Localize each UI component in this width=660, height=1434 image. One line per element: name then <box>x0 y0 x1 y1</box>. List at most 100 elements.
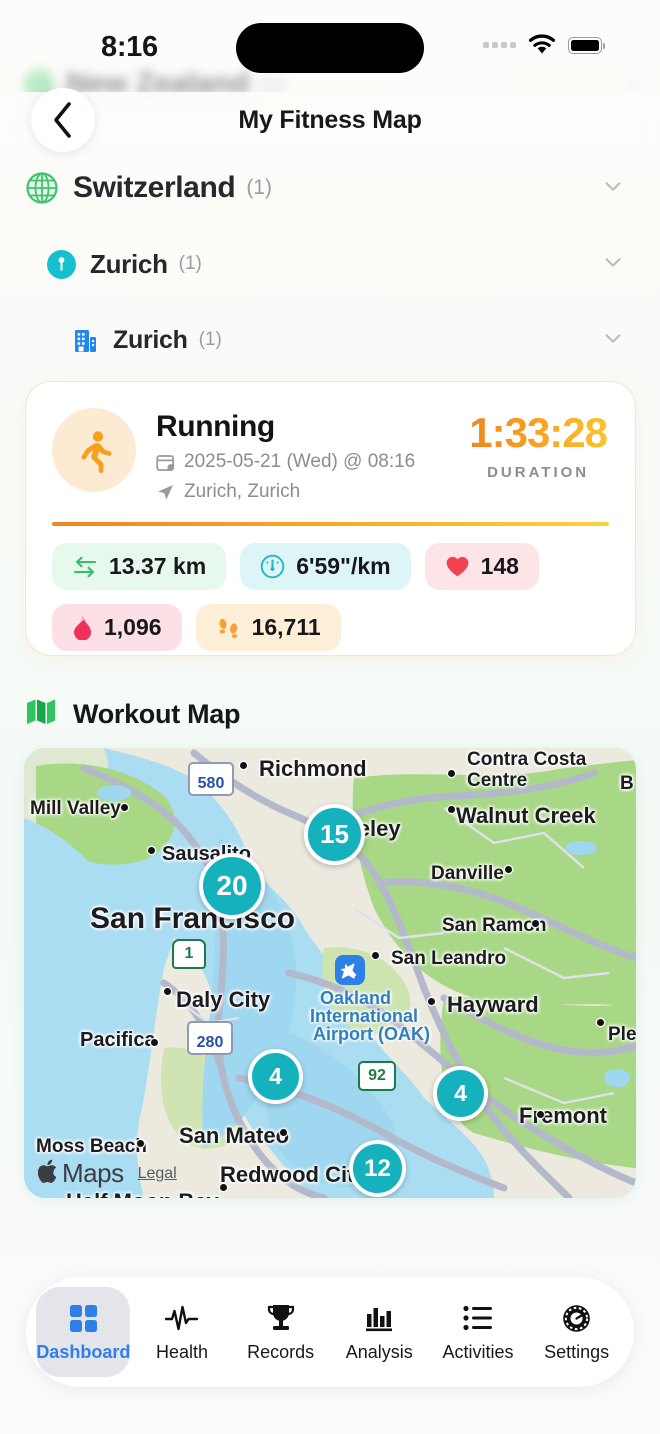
tab-label-dashboard: Dashboard <box>36 1342 131 1362</box>
building-icon <box>72 327 99 354</box>
map-label: Pacifica <box>80 1029 156 1051</box>
globe-icon <box>24 170 60 206</box>
tree-row-region[interactable]: Zurich (1) <box>0 226 660 302</box>
map-dot-pacifica <box>151 1039 158 1046</box>
workout-metric-chips: 13.37 km 6'59"/km 148 <box>26 526 635 651</box>
map-label: Half Moon Bay <box>66 1189 219 1198</box>
map-cluster-marker[interactable]: 15 <box>304 804 365 865</box>
map-dot-contra-costa <box>448 770 455 777</box>
battery-full-icon <box>568 36 605 54</box>
tab-health[interactable]: Health <box>135 1287 229 1377</box>
workout-card-header: Running 2025-05-21 (Wed) @ 08:16 <box>26 382 635 503</box>
tab-label-settings: Settings <box>544 1342 610 1362</box>
workout-date: 2025-05-21 (Wed) @ 08:16 <box>184 451 416 472</box>
tab-label-analysis: Analysis <box>345 1342 413 1362</box>
metric-chip-pace[interactable]: 6'59"/km <box>240 543 411 590</box>
tree-label-region: Zurich <box>90 248 168 279</box>
tab-activities[interactable]: Activities <box>431 1287 525 1377</box>
chevron-down-icon[interactable] <box>602 251 624 278</box>
tab-analysis[interactable]: Analysis <box>332 1287 426 1377</box>
map-label: Centre <box>467 770 528 791</box>
map-label: Contra Costa <box>467 749 587 770</box>
back-button[interactable] <box>31 88 95 152</box>
metric-value-distance: 13.37 km <box>109 553 207 579</box>
map-dot-sausalito <box>148 847 155 854</box>
map-cluster-marker[interactable]: 20 <box>199 853 265 919</box>
workout-map[interactable]: Richmond Contra Costa Centre B Mill Valley Wa… <box>24 748 636 1198</box>
highway-shield-580: 580 <box>188 762 234 796</box>
metric-chip-heart-rate[interactable]: 148 <box>424 543 539 590</box>
airplane-icon <box>335 955 365 985</box>
grid-dashboard-icon <box>68 1301 99 1335</box>
map-label: San Francisco <box>90 902 296 935</box>
map-cluster-marker[interactable]: 4 <box>433 1066 488 1121</box>
map-dot-pleasanton <box>597 1019 604 1026</box>
workout-card[interactable]: Running 2025-05-21 (Wed) @ 08:16 <box>25 381 636 656</box>
map-folded-icon <box>25 697 57 732</box>
metric-value-pace: 6'59"/km <box>296 553 391 579</box>
tab-dashboard[interactable]: Dashboard <box>36 1287 130 1377</box>
workout-duration-label: DURATION <box>487 464 590 481</box>
metric-chip-distance[interactable]: 13.37 km <box>52 543 227 590</box>
map-legal-link[interactable]: Legal <box>137 1164 177 1182</box>
bar-chart-icon <box>364 1301 394 1335</box>
map-label: San Leandro <box>391 948 507 969</box>
chevron-down-icon[interactable] <box>602 175 624 202</box>
speedometer-icon <box>260 554 285 579</box>
tree-count-country: (1) <box>246 176 272 199</box>
map-label: San Mateo <box>179 1123 290 1148</box>
apple-logo-icon <box>37 1159 59 1189</box>
map-cluster-marker[interactable]: 4 <box>248 1049 303 1104</box>
map-dot-daly-city <box>164 988 171 995</box>
metric-chip-calories[interactable]: 1,096 <box>52 604 182 651</box>
trophy-icon <box>266 1301 296 1335</box>
tab-records[interactable]: Records <box>234 1287 328 1377</box>
map-dot-walnut-creek <box>448 806 455 813</box>
workout-location: Zurich, Zurich <box>184 481 301 502</box>
map-dot-hayward <box>428 998 435 1005</box>
running-icon <box>52 408 136 492</box>
map-label: Walnut Creek <box>456 803 596 828</box>
heartbeat-icon <box>164 1301 199 1335</box>
metric-value-calories: 1,096 <box>104 614 162 640</box>
card-divider <box>52 522 609 526</box>
chevron-right-icon: › <box>627 69 636 98</box>
highway-shield-1: 1 <box>172 939 206 969</box>
map-label: Pleas <box>608 1024 636 1045</box>
chevron-down-icon[interactable] <box>602 327 624 354</box>
map-label: Fremont <box>519 1103 607 1128</box>
distance-arrows-icon <box>72 555 98 579</box>
metric-chip-steps[interactable]: 16,711 <box>195 604 341 651</box>
workout-title: Running <box>156 410 275 443</box>
status-bar: 8:16 <box>0 0 660 92</box>
map-label: Danville <box>431 863 504 884</box>
workout-duration-block: 1:33:28 DURATION <box>469 408 609 482</box>
tab-label-activities: Activities <box>442 1342 514 1362</box>
heart-icon <box>445 555 470 578</box>
wifi-icon <box>527 34 557 56</box>
workout-info: Running 2025-05-21 (Wed) @ 08:16 <box>156 408 469 503</box>
cellular-dots-icon <box>483 42 516 48</box>
map-dot-fremont <box>537 1111 544 1118</box>
tab-settings[interactable]: Settings <box>530 1287 624 1377</box>
map-label: B <box>620 773 634 794</box>
tree-row-country[interactable]: Switzerland (1) <box>0 150 660 226</box>
chevron-left-icon <box>54 102 71 138</box>
list-icon <box>463 1301 493 1335</box>
page-title: My Fitness Map <box>238 106 422 134</box>
map-dot-mill-valley <box>121 804 128 811</box>
location-tree: Switzerland (1) Zurich (1) <box>0 150 660 378</box>
tree-row-city[interactable]: Zurich (1) <box>0 302 660 378</box>
tree-label-city: Zurich <box>113 325 188 354</box>
highway-shield-92: 92 <box>358 1061 396 1091</box>
map-dot-moss-beach <box>137 1140 144 1147</box>
map-label: Hayward <box>447 992 539 1017</box>
map-label: Oakland <box>320 988 392 1008</box>
calendar-icon <box>156 453 175 472</box>
map-label: San Ramon <box>442 915 547 936</box>
map-cluster-marker[interactable]: 12 <box>349 1140 406 1197</box>
tab-label-health: Health <box>155 1342 208 1362</box>
tree-count-region: (1) <box>178 253 202 274</box>
map-label: International <box>310 1006 419 1026</box>
map-dot-san-mateo <box>280 1129 287 1136</box>
